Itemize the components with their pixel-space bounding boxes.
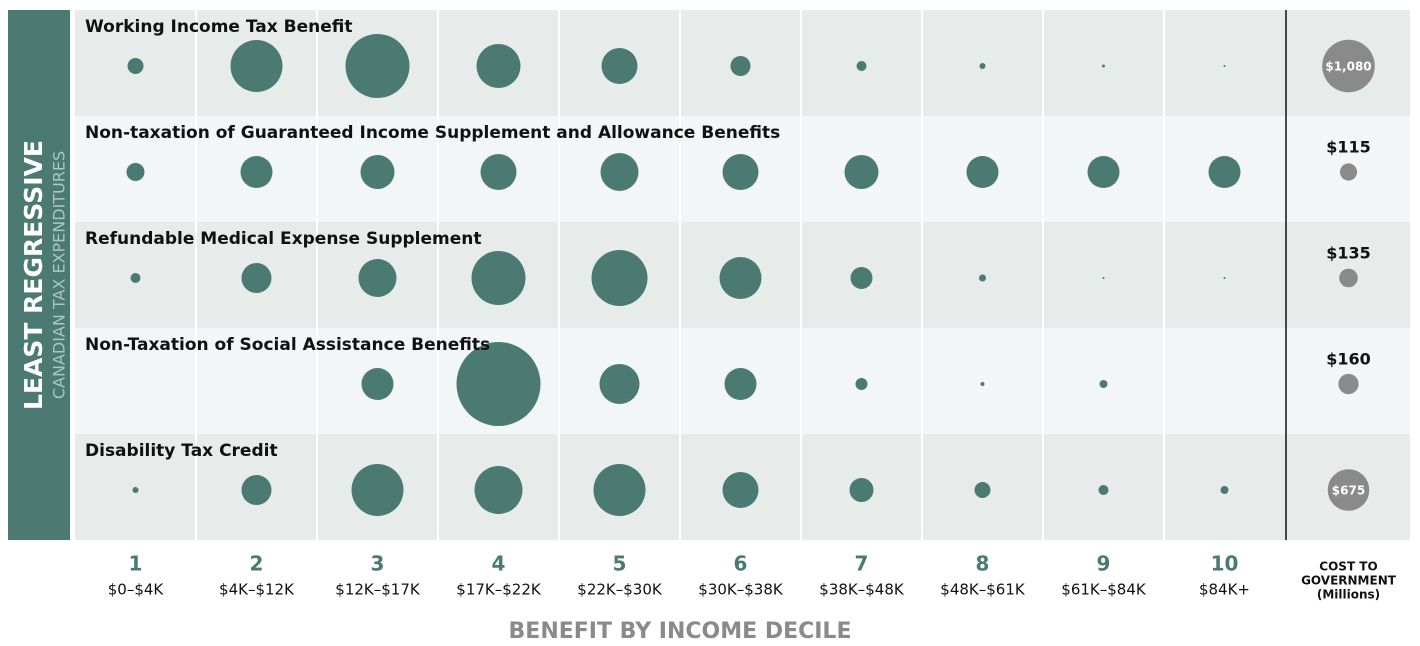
bubble	[1102, 64, 1105, 68]
bubble	[979, 63, 986, 69]
cost-label: $675	[1332, 484, 1365, 498]
row-title: Refundable Medical Expense Supplement	[85, 229, 482, 249]
bubble	[599, 364, 640, 404]
bubble	[593, 464, 646, 516]
bubble	[1087, 156, 1120, 188]
x-tick-range: $38K–$48K	[819, 581, 905, 599]
bubble	[241, 263, 272, 293]
row-title: Working Income Tax Benefit	[85, 17, 352, 37]
bubble	[351, 464, 404, 516]
bubble	[724, 368, 757, 400]
cost-bubble	[1338, 373, 1359, 395]
x-tick-range: $17K–$22K	[456, 581, 542, 599]
cost-axis-label: GOVERNMENT	[1301, 574, 1397, 588]
x-tick-range: $84K+	[1199, 581, 1250, 599]
bubble	[241, 475, 272, 505]
bubble	[1223, 65, 1226, 67]
x-tick-range: $48K–$61K	[940, 581, 1026, 599]
x-tick-label: 2	[250, 552, 264, 576]
bubble	[722, 472, 759, 508]
bubble	[1102, 277, 1105, 279]
cost-label: $135	[1326, 244, 1371, 263]
cost-axis-label: (Millions)	[1317, 588, 1380, 602]
x-tick-label: 1	[129, 552, 143, 576]
bubble	[730, 56, 751, 76]
bubble	[966, 156, 999, 188]
x-tick-label: 8	[976, 552, 990, 576]
bubble	[601, 48, 638, 84]
cost-bubble	[1327, 469, 1370, 511]
bubble	[600, 153, 639, 191]
x-tick-range: $0–$4K	[108, 581, 165, 599]
bubble	[719, 257, 762, 299]
x-tick-label: 6	[734, 552, 748, 576]
bubble	[1223, 277, 1226, 279]
bubble	[844, 155, 879, 189]
bubble	[130, 273, 141, 283]
bubble	[591, 250, 648, 306]
bubble	[480, 154, 517, 190]
bubble	[360, 155, 395, 189]
bubble	[850, 267, 873, 289]
bubble	[456, 342, 541, 426]
bubble	[474, 466, 523, 514]
bubble	[361, 368, 394, 400]
bubble	[345, 34, 410, 98]
x-tick-label: 3	[371, 552, 385, 576]
bubble	[1220, 486, 1229, 494]
bubble	[856, 61, 867, 71]
bubble	[127, 58, 144, 74]
x-tick-range: $22K–$30K	[577, 581, 663, 599]
bubble	[132, 487, 139, 493]
row-title: Non-taxation of Guaranteed Income Supple…	[85, 123, 780, 143]
x-tick-label: 9	[1097, 552, 1111, 576]
cost-axis-label: COST TO	[1319, 560, 1377, 574]
bubble	[230, 40, 283, 92]
cost-bubble	[1322, 39, 1375, 93]
row-title: Non-Taxation of Social Assistance Benefi…	[85, 335, 490, 355]
bubble	[979, 274, 986, 282]
bubble	[849, 478, 874, 502]
bubble	[240, 156, 273, 188]
bubble	[855, 378, 868, 390]
bubble	[1208, 156, 1241, 188]
x-axis-title: BENEFIT BY INCOME DECILE	[509, 619, 852, 644]
bubble	[126, 163, 145, 181]
x-tick-range: $4K–$12K	[219, 581, 295, 599]
bubble	[722, 154, 759, 190]
x-tick-range: $30K–$38K	[698, 581, 784, 599]
row-title: Disability Tax Credit	[85, 441, 278, 461]
bubble	[358, 259, 397, 297]
x-tick-label: 7	[855, 552, 869, 576]
side-title: LEAST REGRESSIVE	[19, 140, 48, 410]
x-tick-range: $61K–$84K	[1061, 581, 1147, 599]
cost-label: $115	[1326, 138, 1371, 157]
x-tick-label: 4	[492, 552, 506, 576]
bubble	[1098, 485, 1109, 495]
bubble	[1099, 380, 1108, 388]
side-subtitle: CANADIAN TAX EXPENDITURES	[50, 151, 69, 399]
bubble	[980, 382, 985, 386]
x-tick-label: 10	[1211, 552, 1239, 576]
cost-label: $160	[1326, 350, 1371, 369]
bubble	[476, 44, 521, 88]
x-tick-label: 5	[613, 552, 627, 576]
cost-label: $1,080	[1325, 60, 1371, 74]
x-tick-range: $12K–$17K	[335, 581, 421, 599]
bubble	[974, 482, 991, 498]
side-band	[8, 10, 70, 540]
cost-bubble	[1339, 163, 1358, 181]
bubble	[471, 251, 526, 305]
cost-bubble	[1339, 268, 1358, 288]
